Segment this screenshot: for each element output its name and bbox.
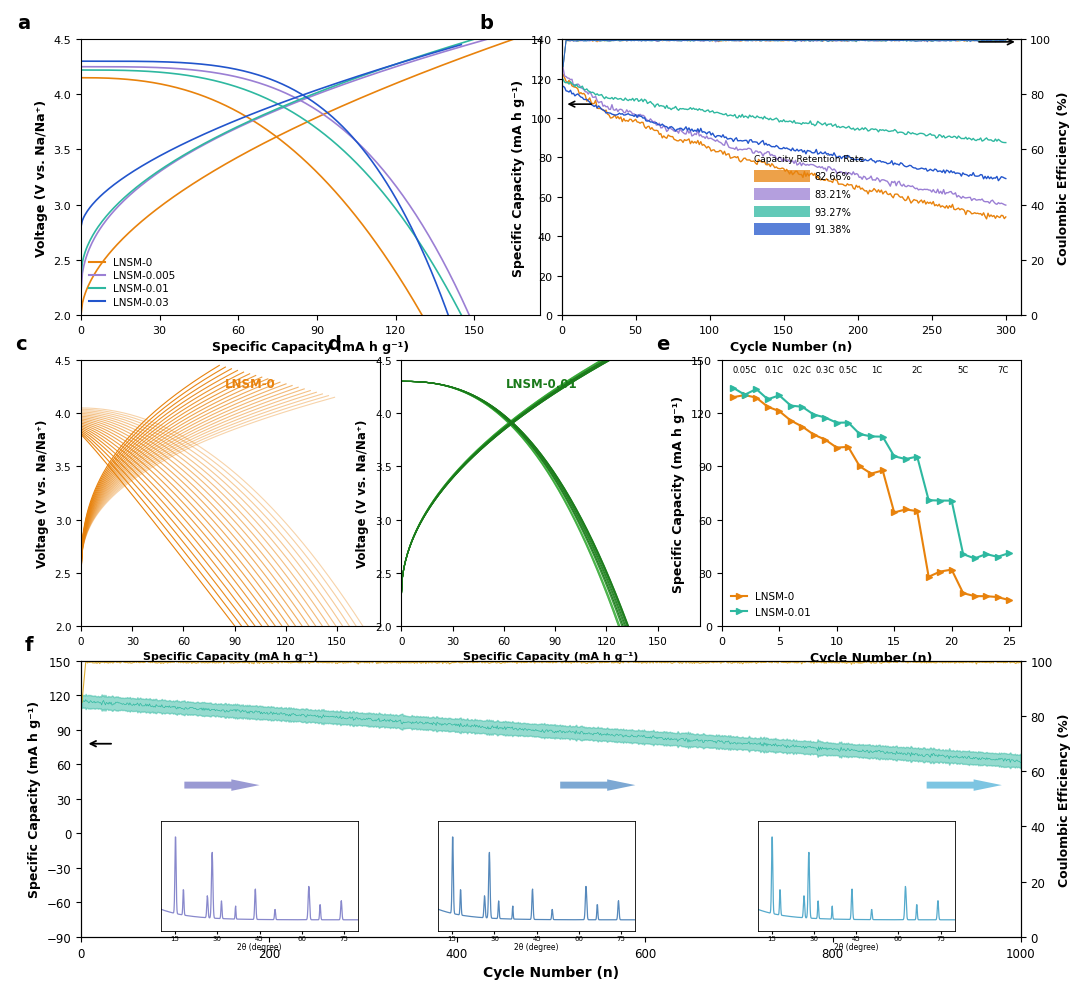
LNSM-0.01 xyxy=(900,454,913,466)
LNSM-0.01 xyxy=(761,394,774,406)
LNSM-0.01 xyxy=(991,551,1004,563)
Legend: LNSM-0, LNSM-0.01: LNSM-0, LNSM-0.01 xyxy=(727,587,815,621)
X-axis label: Specific Capacity (mA h g⁻¹): Specific Capacity (mA h g⁻¹) xyxy=(212,341,409,354)
LNSM-0 xyxy=(773,406,786,418)
LNSM-0 xyxy=(991,591,1004,603)
Text: Capacity Retention Rate: Capacity Retention Rate xyxy=(754,155,864,164)
LNSM-0 xyxy=(968,590,981,602)
Text: 83.21%: 83.21% xyxy=(814,189,851,199)
LNSM-0.01 xyxy=(865,431,878,443)
FancyArrow shape xyxy=(927,780,1002,791)
Text: LNSM-0: LNSM-0 xyxy=(225,378,275,390)
FancyArrow shape xyxy=(185,780,259,791)
LNSM-0 xyxy=(922,571,935,583)
Text: LNSM-0.01: LNSM-0.01 xyxy=(505,378,578,390)
LNSM-0 xyxy=(945,564,958,576)
LNSM-0.01 xyxy=(727,383,740,395)
LNSM-0.01 xyxy=(922,495,935,507)
Text: 0.05C: 0.05C xyxy=(732,366,757,375)
LNSM-0 xyxy=(934,566,947,578)
Legend: LNSM-0, LNSM-0.005, LNSM-0.01, LNSM-0.03: LNSM-0, LNSM-0.005, LNSM-0.01, LNSM-0.03 xyxy=(86,255,178,311)
X-axis label: Cycle Number (n): Cycle Number (n) xyxy=(810,651,932,664)
FancyBboxPatch shape xyxy=(754,188,810,200)
LNSM-0.01 xyxy=(750,384,762,396)
Y-axis label: Specific Capacity (mA h g⁻¹): Specific Capacity (mA h g⁻¹) xyxy=(673,395,686,592)
LNSM-0 xyxy=(900,504,913,516)
FancyBboxPatch shape xyxy=(754,224,810,235)
Text: b: b xyxy=(480,14,492,33)
LNSM-0.01 xyxy=(807,409,820,421)
Y-axis label: Voltage (V vs. Na/Na⁺): Voltage (V vs. Na/Na⁺) xyxy=(356,420,369,567)
LNSM-0 xyxy=(980,590,993,602)
LNSM-0 xyxy=(831,442,843,454)
X-axis label: Specific Capacity (mA h g⁻¹): Specific Capacity (mA h g⁻¹) xyxy=(143,651,319,661)
X-axis label: Cycle Number (n): Cycle Number (n) xyxy=(730,341,852,354)
X-axis label: Specific Capacity (mA h g⁻¹): Specific Capacity (mA h g⁻¹) xyxy=(463,651,638,661)
LNSM-0.01 xyxy=(945,495,958,507)
Text: e: e xyxy=(656,335,670,354)
LNSM-0.01 xyxy=(773,390,786,402)
Y-axis label: Voltage (V vs. Na/Na⁺): Voltage (V vs. Na/Na⁺) xyxy=(36,420,49,567)
Y-axis label: Specific Capacity (mA h g⁻¹): Specific Capacity (mA h g⁻¹) xyxy=(512,79,525,277)
LNSM-0.01 xyxy=(819,412,832,424)
LNSM-0.01 xyxy=(831,417,843,429)
LNSM-0 xyxy=(750,392,762,404)
LNSM-0.01 xyxy=(1002,547,1015,559)
Text: 91.38%: 91.38% xyxy=(814,225,851,235)
Text: d: d xyxy=(327,335,340,354)
Line: LNSM-0: LNSM-0 xyxy=(730,393,1012,603)
LNSM-0.01 xyxy=(934,495,947,507)
LNSM-0 xyxy=(761,402,774,414)
Text: a: a xyxy=(16,14,30,33)
Y-axis label: Specific Capacity (mA h g⁻¹): Specific Capacity (mA h g⁻¹) xyxy=(28,700,41,898)
Y-axis label: Voltage (V vs. Na/Na⁺): Voltage (V vs. Na/Na⁺) xyxy=(35,99,48,257)
LNSM-0.01 xyxy=(796,402,809,414)
Text: 0.5C: 0.5C xyxy=(839,366,858,375)
LNSM-0.01 xyxy=(968,553,981,565)
Line: LNSM-0.01: LNSM-0.01 xyxy=(730,386,1012,562)
LNSM-0 xyxy=(1002,594,1015,606)
LNSM-0 xyxy=(888,507,901,519)
FancyBboxPatch shape xyxy=(754,171,810,182)
Text: 1C: 1C xyxy=(872,366,882,375)
LNSM-0.01 xyxy=(853,429,866,441)
LNSM-0.01 xyxy=(980,548,993,560)
LNSM-0 xyxy=(784,415,797,427)
Y-axis label: Coulombic Efficiency (%): Coulombic Efficiency (%) xyxy=(1057,91,1070,265)
LNSM-0 xyxy=(796,421,809,433)
LNSM-0 xyxy=(876,465,889,477)
LNSM-0 xyxy=(819,434,832,446)
Text: 0.1C: 0.1C xyxy=(764,366,783,375)
LNSM-0 xyxy=(853,461,866,473)
Text: 0.2C: 0.2C xyxy=(793,366,812,375)
LNSM-0.01 xyxy=(841,417,854,429)
LNSM-0 xyxy=(807,429,820,441)
LNSM-0.01 xyxy=(876,431,889,443)
LNSM-0.01 xyxy=(888,451,901,463)
LNSM-0 xyxy=(727,392,740,404)
Text: 93.27%: 93.27% xyxy=(814,207,852,217)
Text: 82.66%: 82.66% xyxy=(814,172,851,182)
Text: c: c xyxy=(15,335,27,354)
X-axis label: Cycle Number (n): Cycle Number (n) xyxy=(483,965,619,979)
LNSM-0 xyxy=(865,468,878,480)
Text: f: f xyxy=(25,635,33,654)
LNSM-0.01 xyxy=(739,390,752,402)
FancyArrow shape xyxy=(561,780,635,791)
LNSM-0 xyxy=(841,442,854,454)
FancyBboxPatch shape xyxy=(754,206,810,218)
Text: 2C: 2C xyxy=(912,366,922,375)
Text: 7C: 7C xyxy=(998,366,1009,375)
LNSM-0 xyxy=(910,506,923,518)
LNSM-0.01 xyxy=(957,548,970,560)
LNSM-0.01 xyxy=(784,400,797,412)
LNSM-0 xyxy=(957,587,970,599)
Text: 0.3C: 0.3C xyxy=(815,366,835,375)
LNSM-0.01 xyxy=(910,451,923,463)
Y-axis label: Coulombic Efficiency (%): Coulombic Efficiency (%) xyxy=(1058,712,1071,886)
LNSM-0 xyxy=(739,390,752,402)
Text: 5C: 5C xyxy=(958,366,969,375)
